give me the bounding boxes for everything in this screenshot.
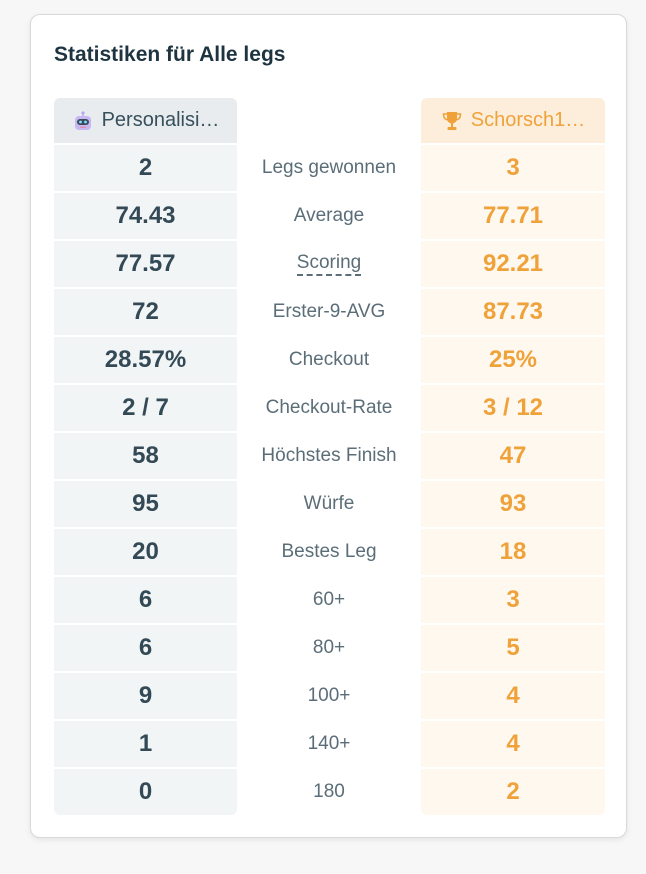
stat-label: Bestes Leg bbox=[281, 541, 377, 562]
header-spacer bbox=[237, 98, 421, 143]
table-row: 95 Würfe 93 bbox=[54, 481, 605, 527]
table-row: 20 Bestes Leg 18 bbox=[54, 529, 605, 575]
stat-label-cell: 180 bbox=[237, 769, 421, 815]
stat-label-cell: Erster-9-AVG bbox=[237, 289, 421, 335]
table-row: 9 100+ 4 bbox=[54, 673, 605, 719]
stats-card: Statistiken für Alle legs Personalisi… bbox=[30, 14, 627, 838]
stat-label-cell: Checkout-Rate bbox=[237, 385, 421, 431]
player-right-value: 2 bbox=[421, 769, 605, 815]
stat-label: Checkout bbox=[288, 349, 370, 370]
table-row: 72 Erster-9-AVG 87.73 bbox=[54, 289, 605, 335]
stat-label-cell: Checkout bbox=[237, 337, 421, 383]
player-left-value: 0 bbox=[54, 769, 237, 815]
player-left-value: 1 bbox=[54, 721, 237, 767]
stat-label-cell: Scoring bbox=[237, 241, 421, 287]
player-right-value: 3 bbox=[421, 577, 605, 623]
trophy-icon bbox=[441, 110, 463, 132]
table-row: 0 180 2 bbox=[54, 769, 605, 815]
player-right-value: 3 / 12 bbox=[421, 385, 605, 431]
stat-label: 140+ bbox=[307, 733, 351, 754]
stat-label-cell: Würfe bbox=[237, 481, 421, 527]
player-left-name: Personalisi… bbox=[101, 109, 220, 131]
player-left-value: 77.57 bbox=[54, 241, 237, 287]
stat-label: Höchstes Finish bbox=[261, 445, 397, 466]
player-right-value: 93 bbox=[421, 481, 605, 527]
stat-label: Erster-9-AVG bbox=[272, 301, 386, 322]
player-left-value: 20 bbox=[54, 529, 237, 575]
stat-label-cell: 80+ bbox=[237, 625, 421, 671]
player-right-value: 4 bbox=[421, 673, 605, 719]
player-right-value: 77.71 bbox=[421, 193, 605, 239]
player-left-value: 74.43 bbox=[54, 193, 237, 239]
table-row: 1 140+ 4 bbox=[54, 721, 605, 767]
player-right-value: 5 bbox=[421, 625, 605, 671]
player-left-value: 28.57% bbox=[54, 337, 237, 383]
table-row: 6 80+ 5 bbox=[54, 625, 605, 671]
stat-label: 180 bbox=[313, 781, 345, 802]
card-title: Statistiken für Alle legs bbox=[54, 43, 286, 66]
stat-label-cell: Höchstes Finish bbox=[237, 433, 421, 479]
table-row: 28.57% Checkout 25% bbox=[54, 337, 605, 383]
stats-table: Personalisi… Schorsch1… 2 Legs gewonnen 3 7… bbox=[54, 98, 605, 817]
stat-label-cell: Bestes Leg bbox=[237, 529, 421, 575]
table-row: 58 Höchstes Finish 47 bbox=[54, 433, 605, 479]
table-row: 2 Legs gewonnen 3 bbox=[54, 145, 605, 191]
player-right-header: Schorsch1… bbox=[421, 98, 605, 143]
player-left-value: 2 bbox=[54, 145, 237, 191]
player-right-value: 92.21 bbox=[421, 241, 605, 287]
player-right-value: 25% bbox=[421, 337, 605, 383]
stat-label: 60+ bbox=[312, 589, 346, 610]
player-left-value: 95 bbox=[54, 481, 237, 527]
stat-label: Legs gewonnen bbox=[261, 157, 397, 178]
stat-label: Checkout-Rate bbox=[265, 397, 393, 418]
player-right-name: Schorsch1… bbox=[470, 109, 586, 131]
table-row: 77.57 Scoring 92.21 bbox=[54, 241, 605, 287]
table-row: 6 60+ 3 bbox=[54, 577, 605, 623]
stat-label: Würfe bbox=[303, 493, 355, 514]
player-right-value: 3 bbox=[421, 145, 605, 191]
player-right-value: 4 bbox=[421, 721, 605, 767]
player-left-value: 9 bbox=[54, 673, 237, 719]
robot-icon bbox=[72, 110, 94, 132]
table-row: 2 / 7 Checkout-Rate 3 / 12 bbox=[54, 385, 605, 431]
stat-label-cell: Legs gewonnen bbox=[237, 145, 421, 191]
table-header: Personalisi… Schorsch1… bbox=[54, 98, 605, 143]
player-left-value: 72 bbox=[54, 289, 237, 335]
player-left-value: 6 bbox=[54, 577, 237, 623]
player-left-value: 58 bbox=[54, 433, 237, 479]
stat-label-cell: 140+ bbox=[237, 721, 421, 767]
player-right-value: 18 bbox=[421, 529, 605, 575]
stat-label: 100+ bbox=[307, 685, 351, 706]
stat-label-cell: 100+ bbox=[237, 673, 421, 719]
stat-label: 80+ bbox=[312, 637, 346, 658]
player-left-value: 2 / 7 bbox=[54, 385, 237, 431]
stat-label-cell: 60+ bbox=[237, 577, 421, 623]
player-left-header: Personalisi… bbox=[54, 98, 237, 143]
stat-label-cell: Average bbox=[237, 193, 421, 239]
player-left-value: 6 bbox=[54, 625, 237, 671]
player-right-value: 87.73 bbox=[421, 289, 605, 335]
stat-label: Average bbox=[293, 205, 365, 226]
stats-rows: 2 Legs gewonnen 3 74.43 Average 77.71 77.57 Sco… bbox=[54, 145, 605, 815]
player-right-value: 47 bbox=[421, 433, 605, 479]
stat-label[interactable]: Scoring bbox=[296, 252, 362, 276]
table-row: 74.43 Average 77.71 bbox=[54, 193, 605, 239]
